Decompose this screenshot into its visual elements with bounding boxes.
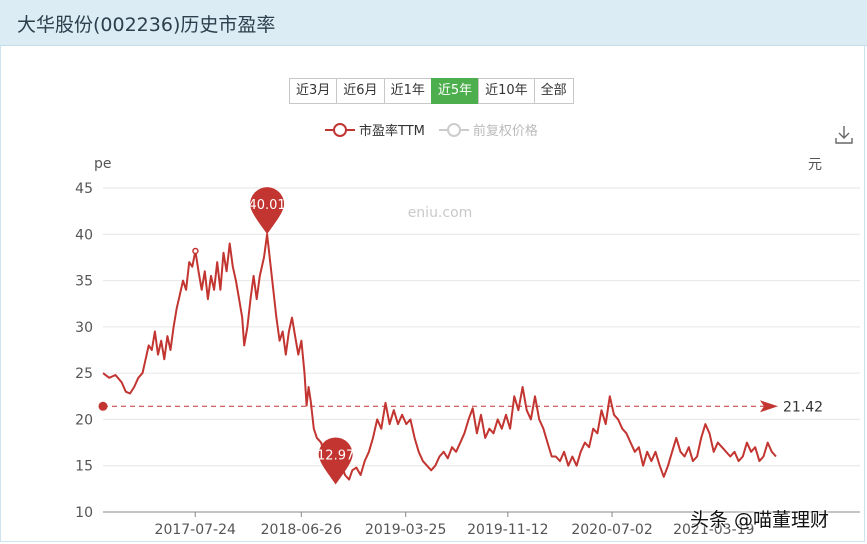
y-axis-label-left: pe bbox=[94, 156, 112, 172]
y-tick-label: 15 bbox=[75, 459, 93, 475]
x-tick-label: 2019-11-12 bbox=[467, 522, 548, 538]
x-tick-label: 2019-03-25 bbox=[365, 522, 446, 538]
x-tick-label: 2021-03-19 bbox=[673, 522, 754, 538]
x-tick-label: 2020-07-02 bbox=[571, 522, 652, 538]
series-point-marker bbox=[192, 247, 199, 255]
min-pin: 12.97 bbox=[317, 437, 354, 485]
y-axis-label-right: 元 bbox=[808, 157, 822, 173]
panel-header: 大华股份(002236)历史市盈率 bbox=[0, 0, 867, 46]
chart-legend: 市盈率TTM 前复权价格 bbox=[325, 120, 552, 139]
max-pin-label: 40.01 bbox=[248, 198, 285, 213]
x-tick-label: 2018-06-26 bbox=[261, 522, 342, 538]
reference-start-dot bbox=[98, 401, 108, 411]
y-tick-label: 30 bbox=[75, 320, 93, 336]
tab-5-years[interactable]: 近5年 bbox=[430, 78, 480, 104]
x-tick-label: 2017-07-24 bbox=[155, 522, 236, 538]
tab-all[interactable]: 全部 bbox=[533, 78, 574, 104]
legend-label-adjusted-price: 前复权价格 bbox=[472, 124, 538, 139]
download-icon[interactable] bbox=[834, 124, 854, 146]
max-pin: 40.01 bbox=[248, 187, 286, 235]
y-tick-label: 25 bbox=[75, 366, 93, 382]
pe-ttm-series-line bbox=[102, 233, 777, 484]
tab-10-years[interactable]: 近10年 bbox=[478, 78, 535, 104]
y-tick-label: 35 bbox=[75, 274, 93, 290]
page-title: 大华股份(002236)历史市盈率 bbox=[17, 14, 276, 36]
legend-item-adjusted-price[interactable]: 前复权价格 bbox=[438, 120, 538, 139]
range-tabs: 近3月 近6月 近1年 近5年 近10年 全部 bbox=[289, 78, 574, 104]
y-tick-label: 10 bbox=[75, 505, 93, 521]
min-pin-label: 12.97 bbox=[317, 449, 354, 464]
reference-value-label: 21.42 bbox=[783, 399, 823, 415]
legend-label-pe-ttm: 市盈率TTM bbox=[359, 124, 425, 139]
y-tick-label: 45 bbox=[75, 181, 93, 197]
reference-arrow-icon bbox=[760, 400, 778, 413]
site-watermark: eniu.com bbox=[408, 205, 473, 221]
tab-6-months[interactable]: 近6月 bbox=[336, 78, 385, 104]
credit-watermark: 头条 @喵董理财 bbox=[690, 509, 830, 531]
y-tick-label: 40 bbox=[75, 227, 93, 243]
legend-line-circle-icon bbox=[325, 122, 355, 137]
legend-line-circle-icon bbox=[438, 122, 469, 137]
min-pin-shape bbox=[318, 437, 353, 485]
max-pin-shape bbox=[250, 187, 285, 235]
legend-item-pe-ttm[interactable]: 市盈率TTM bbox=[325, 120, 425, 139]
y-tick-label: 20 bbox=[75, 412, 93, 428]
tab-1-year[interactable]: 近1年 bbox=[383, 78, 432, 104]
